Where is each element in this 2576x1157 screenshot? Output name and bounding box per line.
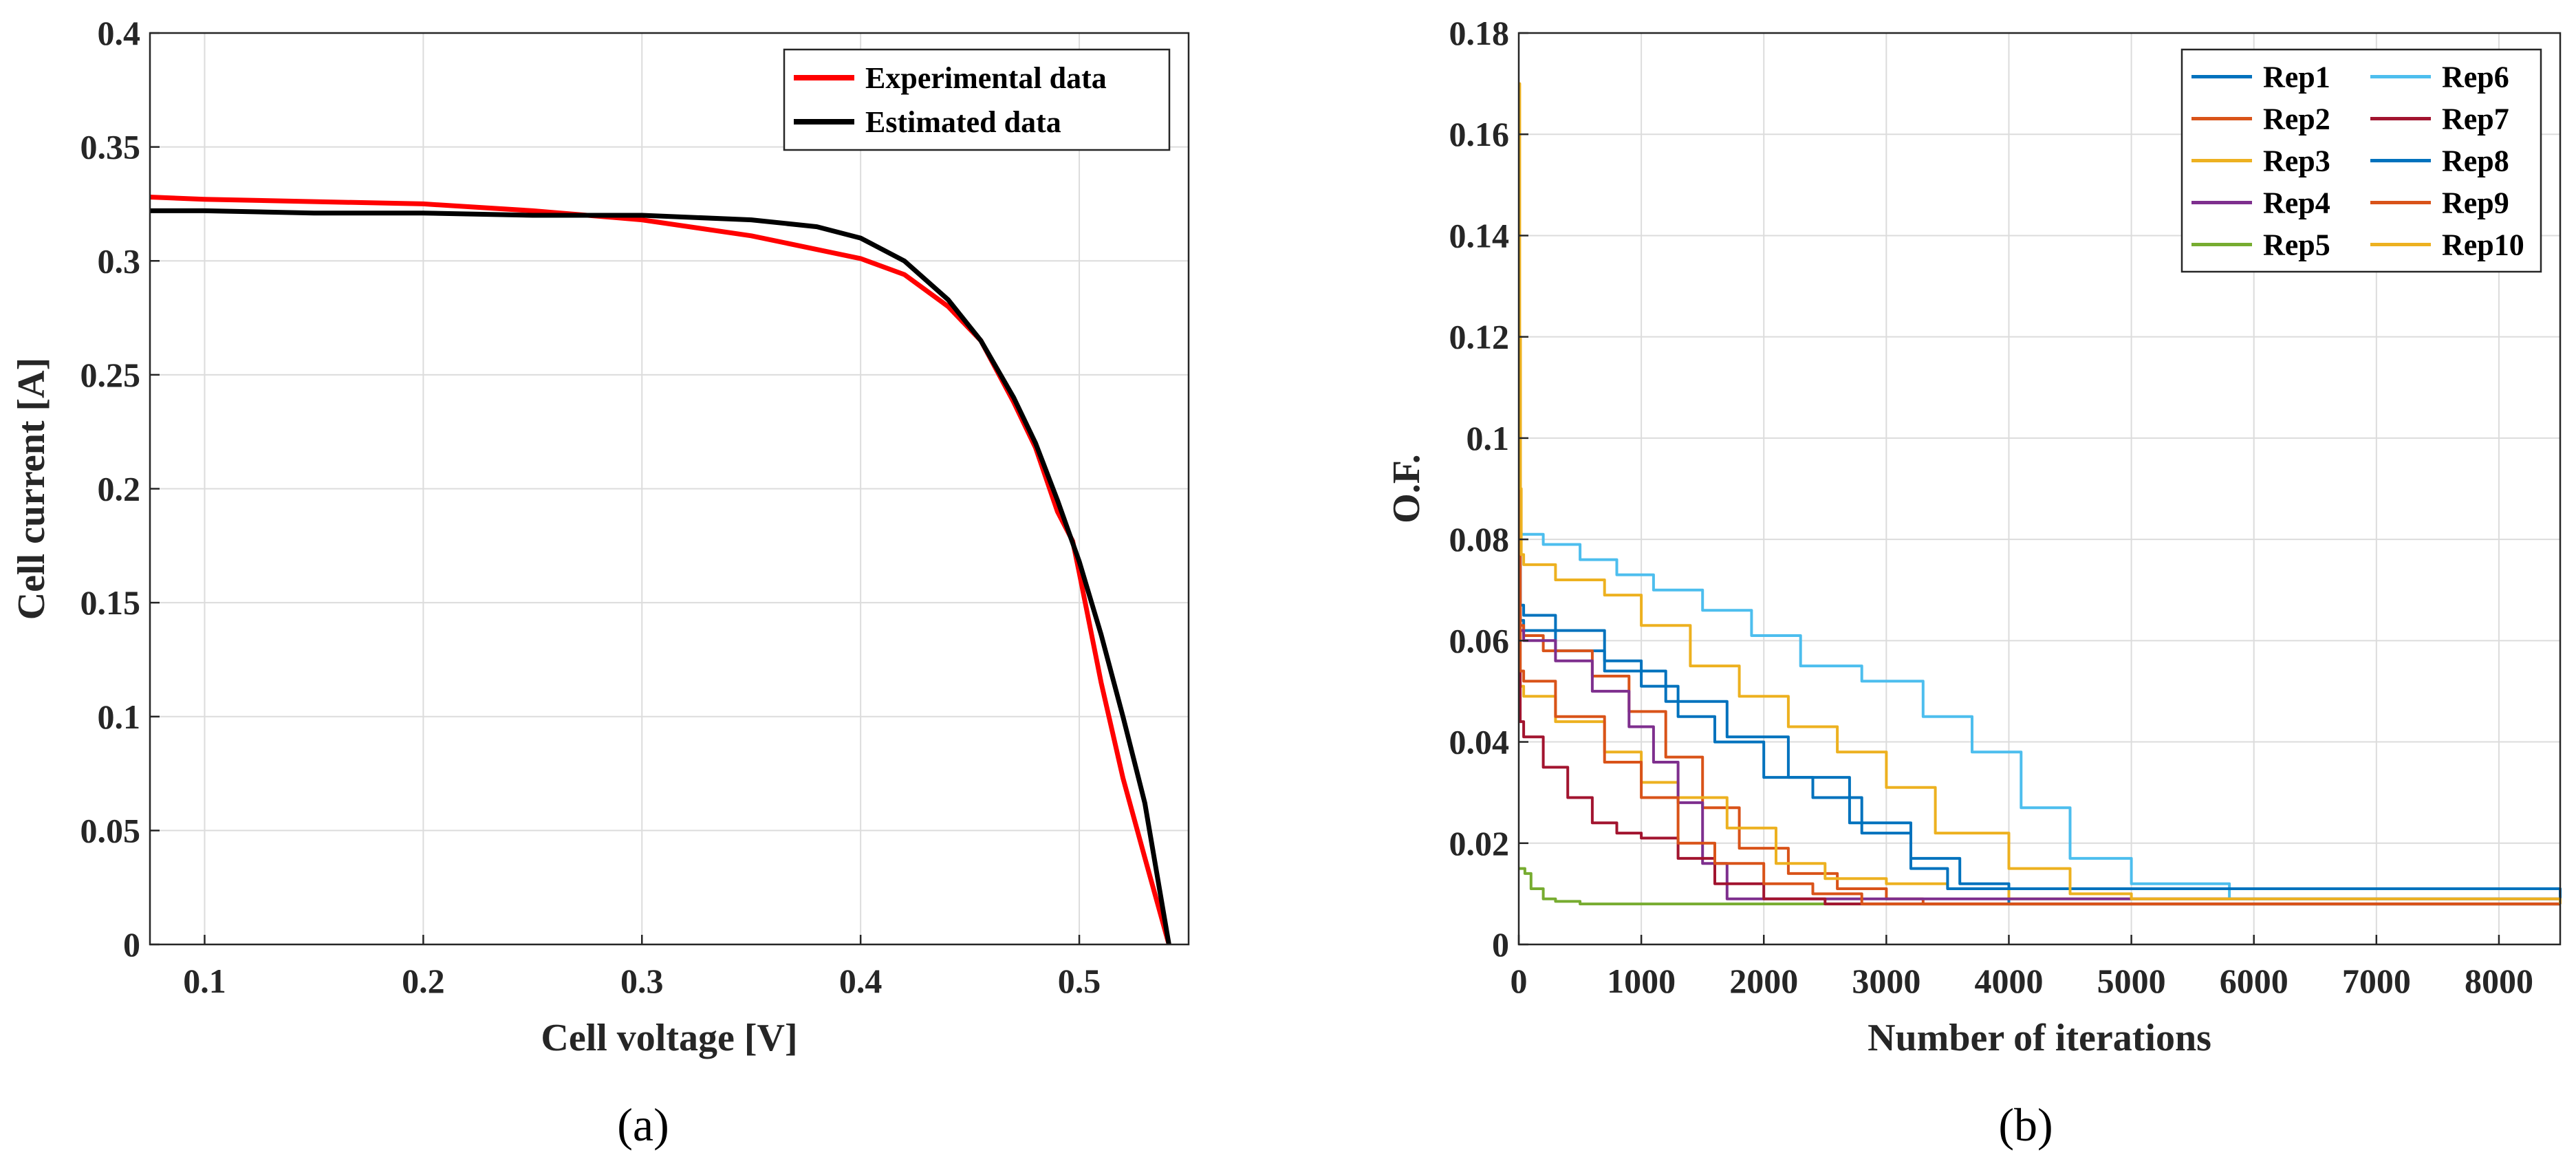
chart-a-y-tick-label: 0 bbox=[123, 925, 140, 964]
chart-a-y-tick-label: 0.25 bbox=[80, 356, 141, 394]
chart-a-legend-label-2: Estimated data bbox=[865, 105, 1061, 139]
chart-b-ticks: 0 1000 2000 3000 4000 5000 6000 7000 8000 0 0.02 0.… bbox=[1449, 14, 2533, 1000]
chart-b-y-tick-label: 0.16 bbox=[1449, 115, 1510, 153]
chart-a-x-tick-label: 0.5 bbox=[1058, 962, 1101, 1000]
chart-b-y-tick-label: 0.08 bbox=[1449, 520, 1510, 559]
chart-b-series-line-6 bbox=[1519, 512, 2562, 905]
chart-a-series-lines bbox=[149, 195, 1171, 945]
chart-b-y-tick-label: 0 bbox=[1492, 925, 1509, 964]
chart-b-y-tick-label: 0.18 bbox=[1449, 14, 1510, 52]
chart-a-x-tick-label: 0.1 bbox=[183, 962, 226, 1000]
chart-a-x-axis-label: Cell voltage [V] bbox=[541, 1017, 797, 1059]
chart-b-series-line-5 bbox=[1519, 867, 2560, 906]
chart-a-y-tick-label: 0.4 bbox=[98, 14, 141, 52]
chart-b-series-line-9 bbox=[1519, 487, 2560, 906]
chart-b-x-tick-label: 2000 bbox=[1729, 962, 1798, 1000]
chart-a-x-tick-label: 0.2 bbox=[402, 962, 445, 1000]
chart-b-legend-label-6: Rep6 bbox=[2442, 61, 2509, 94]
chart-b-legend-label-5: Rep5 bbox=[2263, 228, 2330, 262]
chart-b-x-tick-label: 6000 bbox=[2220, 962, 2288, 1000]
chart-b-series-line-7 bbox=[1519, 538, 2560, 906]
chart-b-legend-label-3: Rep3 bbox=[2263, 144, 2330, 178]
chart-a-series-line-2 bbox=[150, 208, 1171, 945]
chart-a-y-tick-label: 0.2 bbox=[98, 470, 141, 508]
chart-a-y-tick-label: 0.1 bbox=[98, 698, 141, 736]
chart-b-legend-label-4: Rep4 bbox=[2263, 186, 2330, 220]
chart-b-legend: Rep1 Rep2 Rep3 Rep4 Rep5 Rep6 Rep7 Rep8 Rep9 Rep1… bbox=[2180, 48, 2542, 273]
chart-b-y-tick-label: 0.06 bbox=[1449, 621, 1510, 660]
chart-b-x-tick-label: 1000 bbox=[1607, 962, 1676, 1000]
chart-b-series-line-2 bbox=[1519, 411, 2560, 906]
chart-b-y-tick-label: 0.1 bbox=[1466, 419, 1510, 457]
chart-b-y-tick-label: 0.04 bbox=[1449, 723, 1510, 761]
chart-b: 0 1000 2000 3000 4000 5000 6000 7000 8000 0 0.02 0.… bbox=[1385, 14, 2562, 1151]
chart-b-x-tick-label: 3000 bbox=[1852, 962, 1920, 1000]
chart-a-legend: Experimental data Estimated data bbox=[783, 48, 1171, 151]
chart-a-y-tick-label: 0.35 bbox=[80, 128, 141, 166]
chart-a-legend-label-1: Experimental data bbox=[865, 61, 1107, 95]
chart-b-legend-label-2: Rep2 bbox=[2263, 102, 2330, 136]
chart-b-x-tick-label: 7000 bbox=[2342, 962, 2411, 1000]
chart-a-y-tick-label: 0.3 bbox=[98, 241, 141, 280]
chart-b-y-axis-label: O.F. bbox=[1385, 454, 1428, 523]
chart-b-legend-label-8: Rep8 bbox=[2442, 144, 2509, 178]
chart-b-series-lines bbox=[1518, 82, 2562, 906]
chart-b-x-axis-label: Number of iterations bbox=[1868, 1017, 2211, 1059]
chart-b-x-tick-label: 4000 bbox=[1974, 962, 2043, 1000]
chart-a-legend-box bbox=[783, 48, 1171, 151]
chart-a-y-axis-label: Cell current [A] bbox=[10, 358, 53, 620]
chart-b-legend-label-7: Rep7 bbox=[2442, 102, 2509, 136]
chart-b-legend-label-1: Rep1 bbox=[2263, 61, 2330, 94]
chart-a-x-tick-label: 0.4 bbox=[839, 962, 883, 1000]
chart-b-axes-frame bbox=[1517, 32, 2562, 946]
chart-a-caption: (a) bbox=[617, 1099, 669, 1151]
chart-b-x-tick-label: 0 bbox=[1511, 962, 1528, 1000]
chart-b-series-line-10 bbox=[1518, 82, 2562, 905]
chart-a: 0.1 0.2 0.3 0.4 0.5 0 0.05 0.1 0.15 0.2 0.25 0.3 0.3… bbox=[10, 14, 1190, 1151]
chart-a-y-tick-label: 0.15 bbox=[80, 583, 141, 622]
chart-b-x-tick-label: 8000 bbox=[2465, 962, 2533, 1000]
chart-b-x-tick-label: 5000 bbox=[2097, 962, 2166, 1000]
chart-a-ticks: 0.1 0.2 0.3 0.4 0.5 0 0.05 0.1 0.15 0.2 0.25 0.3 0.3… bbox=[80, 14, 1101, 1000]
chart-b-legend-label-10: Rep10 bbox=[2442, 228, 2524, 262]
chart-b-y-tick-label: 0.02 bbox=[1449, 824, 1510, 863]
chart-a-x-tick-label: 0.3 bbox=[620, 962, 664, 1000]
chart-b-y-tick-label: 0.14 bbox=[1449, 216, 1510, 255]
chart-b-series-line-8 bbox=[1519, 462, 2562, 905]
chart-b-y-tick-label: 0.12 bbox=[1449, 318, 1510, 356]
chart-a-y-tick-label: 0.05 bbox=[80, 811, 141, 850]
chart-b-legend-label-9: Rep9 bbox=[2442, 186, 2509, 220]
chart-b-caption: (b) bbox=[1998, 1099, 2053, 1151]
